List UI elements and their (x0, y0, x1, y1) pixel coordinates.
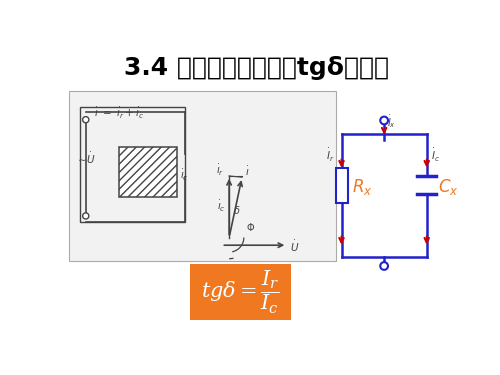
Text: $\delta$: $\delta$ (233, 204, 240, 216)
Text: $\dot{I}_c$: $\dot{I}_c$ (430, 147, 440, 164)
Bar (68, 91, 336, 261)
Circle shape (82, 213, 89, 219)
Text: $\Phi$: $\Phi$ (246, 221, 256, 233)
Text: 3.4 介质损失角正切値tgδ的测量: 3.4 介质损失角正切値tgδ的测量 (124, 56, 389, 80)
Circle shape (82, 117, 89, 123)
Bar (119, 147, 177, 198)
Circle shape (380, 117, 388, 124)
Text: $\dot{\imath}_c$: $\dot{\imath}_c$ (217, 200, 226, 214)
Circle shape (380, 262, 388, 270)
Text: $tg\delta = \dfrac{I_r}{I_c}$: $tg\delta = \dfrac{I_r}{I_c}$ (202, 268, 280, 316)
Text: $\dot{\imath}_c$: $\dot{\imath}_c$ (180, 168, 188, 183)
Text: $\dot{I}_r$: $\dot{I}_r$ (326, 147, 334, 164)
Text: $\sim\!\dot{U}$: $\sim\!\dot{U}$ (75, 151, 96, 166)
Text: $\dot{\imath}_r$: $\dot{\imath}_r$ (216, 163, 224, 178)
Text: $C_x$: $C_x$ (438, 177, 458, 197)
Text: $R_x$: $R_x$ (352, 177, 373, 197)
Bar (80, 106, 185, 222)
Bar (336, 168, 347, 203)
Text: $\dot{I}_x$: $\dot{I}_x$ (387, 114, 396, 130)
Text: $\dot{\imath}\ =\ \dot{\imath}_r+\dot{\imath}_c$: $\dot{\imath}\ =\ \dot{\imath}_r+\dot{\i… (94, 106, 144, 121)
Bar (190, 264, 291, 320)
Text: $\dot{\imath}$: $\dot{\imath}$ (245, 165, 250, 178)
Text: $\dot{U}$: $\dot{U}$ (290, 239, 299, 254)
